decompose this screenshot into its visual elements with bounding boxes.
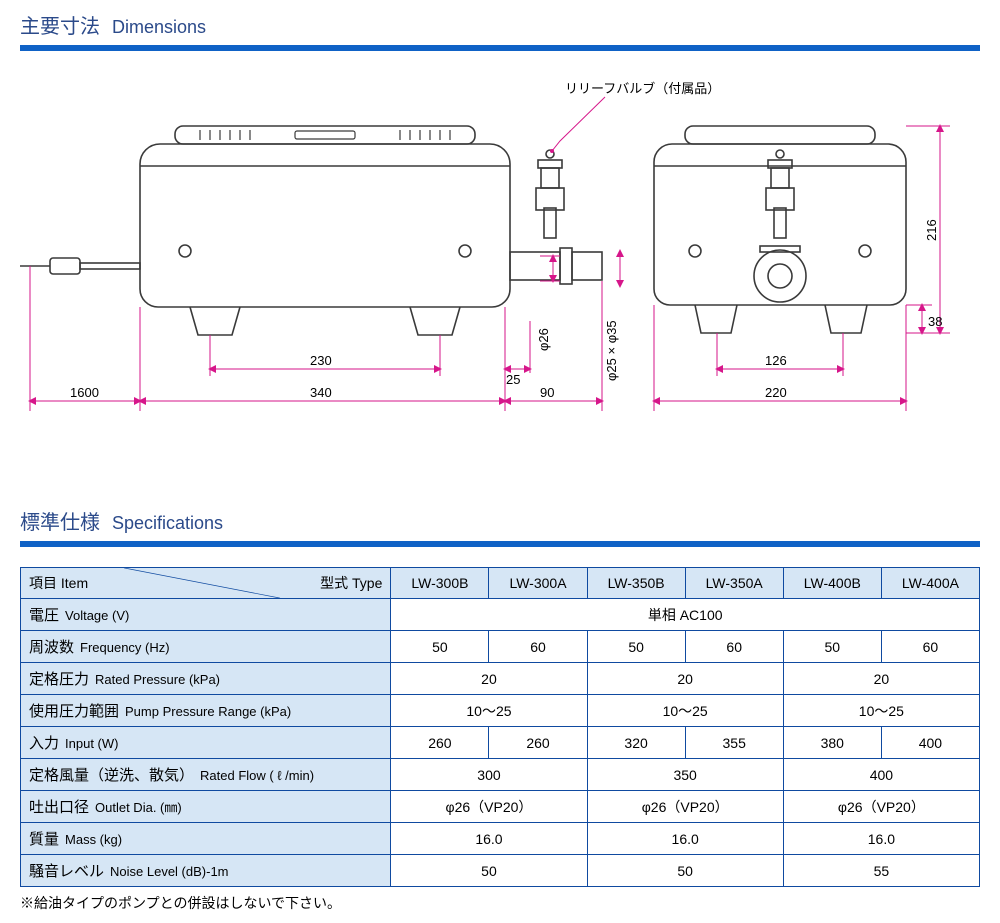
svg-text:38: 38 [928, 314, 942, 329]
svg-text:25: 25 [506, 372, 520, 387]
model-0: LW-300B [391, 568, 489, 599]
row-input: 入力Input (W) 260260 320355 380400 [21, 727, 980, 759]
spec-table: 項目 Item 型式 Type LW-300B LW-300A LW-350B … [20, 567, 980, 887]
spec-header-item-type: 項目 Item 型式 Type [21, 568, 391, 599]
model-4: LW-400B [783, 568, 881, 599]
specs-heading-jp: 標準仕様 [20, 506, 100, 535]
svg-text:230: 230 [310, 353, 332, 368]
svg-text:216: 216 [924, 219, 939, 241]
dimensions-heading: 主要寸法 Dimensions [20, 10, 980, 39]
row-rated-pressure: 定格圧力Rated Pressure (kPa) 20 20 20 [21, 663, 980, 695]
model-5: LW-400A [881, 568, 979, 599]
svg-text:φ25 × φ35: φ25 × φ35 [604, 320, 619, 381]
svg-text:126: 126 [765, 353, 787, 368]
model-3: LW-350A [685, 568, 783, 599]
row-voltage: 電圧Voltage (V) 単相 AC100 [21, 599, 980, 631]
model-1: LW-300A [489, 568, 587, 599]
relief-valve-callout: リリーフバルブ（付属品） [565, 81, 720, 96]
specs-heading-en: Specifications [112, 513, 223, 534]
pump-drawing-svg: リリーフバルブ（付属品） 1600 230 340 25 [20, 71, 980, 441]
svg-text:1600: 1600 [70, 385, 99, 400]
svg-text:φ26: φ26 [536, 328, 551, 351]
svg-text:220: 220 [765, 385, 787, 400]
svg-text:90: 90 [540, 385, 554, 400]
dimensions-heading-en: Dimensions [112, 17, 206, 38]
dimensions-heading-jp: 主要寸法 [20, 10, 100, 39]
row-pressure-range: 使用圧力範囲Pump Pressure Range (kPa) 10～25 10… [21, 695, 980, 727]
row-frequency: 周波数Frequency (Hz) 5060 5060 5060 [21, 631, 980, 663]
specs-rule [20, 541, 980, 547]
svg-text:340: 340 [310, 385, 332, 400]
spec-header-row: 項目 Item 型式 Type LW-300B LW-300A LW-350B … [21, 568, 980, 599]
dimensions-diagram: リリーフバルブ（付属品） 1600 230 340 25 [20, 71, 980, 446]
specs-heading: 標準仕様 Specifications [20, 506, 980, 535]
row-outlet: 吐出口径Outlet Dia. (㎜) φ26（VP20） φ26（VP20） … [21, 791, 980, 823]
row-rated-flow: 定格風量（逆洗、散気）Rated Flow ( ℓ /min) 300 350 … [21, 759, 980, 791]
dimensions-rule [20, 45, 980, 51]
row-mass: 質量Mass (kg) 16.0 16.0 16.0 [21, 823, 980, 855]
model-2: LW-350B [587, 568, 685, 599]
footnote: ※給油タイプのポンプとの併設はしないで下さい。 [20, 893, 980, 913]
